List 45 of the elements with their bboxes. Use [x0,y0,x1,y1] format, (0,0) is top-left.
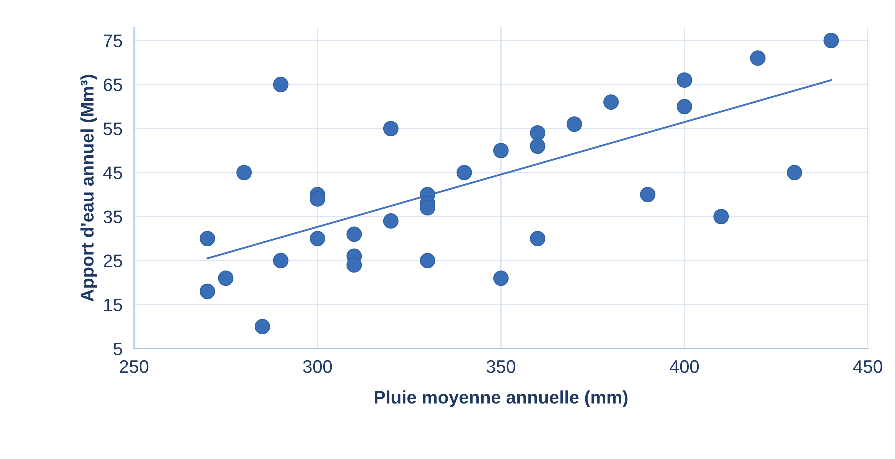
point [493,270,509,286]
point [310,191,326,207]
y-tick-label: 45 [103,166,122,180]
point [273,77,289,92]
x-tick-label: 350 [486,360,516,374]
y-tick-label: 15 [104,298,122,312]
point [254,319,270,335]
point [640,187,656,202]
y-axis-title: Apport d'eau annuel (Mm³) [80,75,98,302]
point [566,116,582,132]
x-tick-label: 450 [854,360,883,374]
point [346,258,362,273]
point [676,72,692,88]
y-tick-label: 55 [104,122,122,136]
y-tick-label: 35 [104,210,122,224]
point [824,33,840,48]
point [200,231,216,247]
point [456,165,472,180]
y-tick-label: 75 [104,34,122,48]
y-tick-label: 25 [104,254,122,268]
point [530,125,546,141]
x-tick-label: 250 [120,360,149,374]
x-tick-label: 300 [303,360,332,374]
point [420,253,436,269]
point [676,99,692,114]
point [383,213,399,229]
point [218,270,234,286]
x-axis-title: Pluie moyenne annuelle (mm) [374,390,628,408]
point [530,231,546,247]
point [714,209,730,224]
point [236,165,252,180]
x-tick-label: 400 [670,360,700,374]
point [604,94,619,110]
point [383,121,399,136]
point [273,253,289,269]
y-tick-label: 65 [104,78,122,92]
point [530,138,546,154]
point [310,231,326,247]
point [493,143,509,158]
point [420,200,436,216]
y-tick-label: 5 [114,342,122,356]
point [787,165,802,180]
point [200,284,216,300]
point [346,226,362,242]
point [750,50,766,66]
